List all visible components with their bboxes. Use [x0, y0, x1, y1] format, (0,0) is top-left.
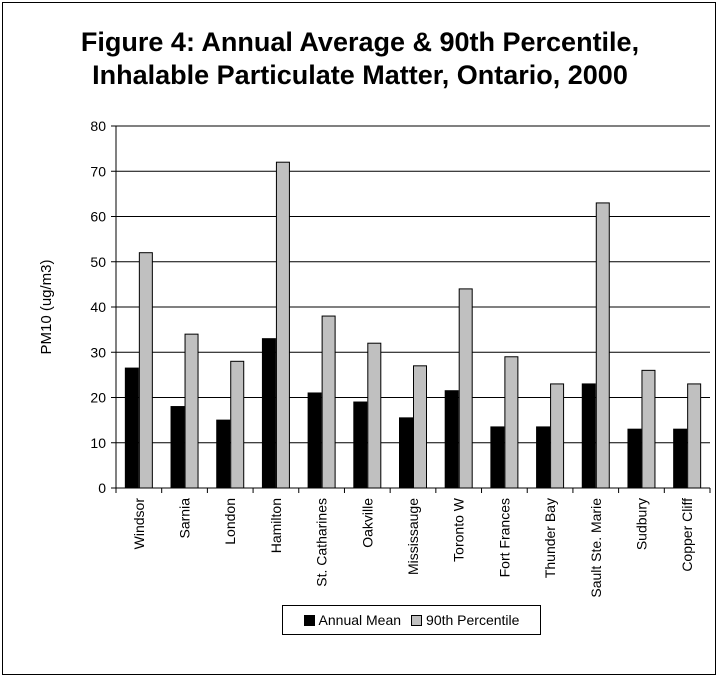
- bar-annual-mean: [399, 417, 413, 489]
- x-category-label: Toronto W: [451, 497, 467, 562]
- y-tick-label: 10: [90, 435, 106, 451]
- bar-90th-percentile: [138, 252, 153, 489]
- bars: [124, 161, 702, 489]
- gridlines: [116, 125, 710, 444]
- x-category-label: Thunder Bay: [542, 498, 558, 578]
- y-tick-label: 80: [90, 118, 106, 134]
- bar-90th-percentile: [275, 161, 290, 489]
- bar-annual-mean: [490, 426, 505, 489]
- legend-item-annual-mean: Annual Mean: [303, 612, 402, 628]
- y-tick-label: 30: [90, 344, 106, 360]
- bar-90th-percentile: [687, 383, 702, 489]
- x-category-label: Copper Cliff: [679, 498, 695, 572]
- bar-annual-mean: [536, 426, 551, 489]
- y-tick-label: 70: [90, 163, 106, 179]
- bar-90th-percentile: [641, 369, 656, 489]
- bar-annual-mean: [261, 338, 276, 489]
- legend-swatch-annual-mean: [303, 614, 315, 626]
- y-tick-label: 60: [90, 209, 106, 225]
- y-tick-label: 20: [90, 390, 106, 406]
- bar-annual-mean: [581, 383, 596, 489]
- bar-annual-mean: [353, 401, 368, 489]
- x-category-label: St. Catharines: [314, 498, 330, 587]
- legend: Annual Mean 90th Percentile: [282, 605, 541, 635]
- y-axis-title: PM10 (ug/m3): [38, 259, 55, 354]
- x-category-label: Fort Frances: [496, 498, 512, 577]
- x-category-label: Sarnia: [177, 498, 193, 539]
- legend-label-90th-percentile: 90th Percentile: [426, 612, 520, 628]
- bar-annual-mean: [673, 428, 688, 489]
- x-category-label: London: [222, 498, 238, 545]
- bar-annual-mean: [170, 406, 185, 489]
- legend-item-90th-percentile: 90th Percentile: [411, 612, 519, 628]
- bar-90th-percentile: [413, 365, 427, 489]
- bar-90th-percentile: [504, 356, 519, 489]
- x-category-label: Hamilton: [268, 498, 284, 553]
- x-category-label: Oakville: [359, 498, 375, 548]
- legend-label-annual-mean: Annual Mean: [318, 612, 402, 628]
- bar-90th-percentile: [595, 202, 610, 489]
- bar-annual-mean: [216, 419, 231, 489]
- axes: [111, 125, 711, 493]
- bar-90th-percentile: [367, 342, 382, 489]
- x-category-label: Windsor: [131, 498, 147, 550]
- bar-90th-percentile: [458, 288, 473, 489]
- bar-90th-percentile: [550, 383, 565, 489]
- x-category-label: Sault Ste. Marie: [588, 498, 604, 598]
- x-category-labels: Windsor Sarnia London Hamilton St. Catharine…: [131, 497, 695, 597]
- bar-90th-percentile: [321, 315, 336, 489]
- bar-annual-mean: [444, 390, 459, 489]
- y-tick-label: 0: [98, 480, 106, 496]
- bar-annual-mean: [307, 392, 322, 489]
- x-category-label: Mississauge: [405, 498, 421, 575]
- chart-title: Figure 4: Annual Average & 90th Percenti…: [80, 27, 640, 90]
- x-category-label: Sudbury: [633, 498, 649, 550]
- bar-annual-mean: [627, 428, 642, 489]
- bar-90th-percentile: [184, 333, 199, 489]
- bar-90th-percentile: [230, 360, 245, 489]
- y-tick-labels: 0 10 20 30 40 50 60 70 80: [90, 118, 106, 496]
- bar-annual-mean: [124, 367, 139, 489]
- legend-swatch-90th-percentile: [411, 614, 423, 626]
- y-tick-label: 40: [90, 299, 106, 315]
- y-tick-label: 50: [90, 254, 106, 270]
